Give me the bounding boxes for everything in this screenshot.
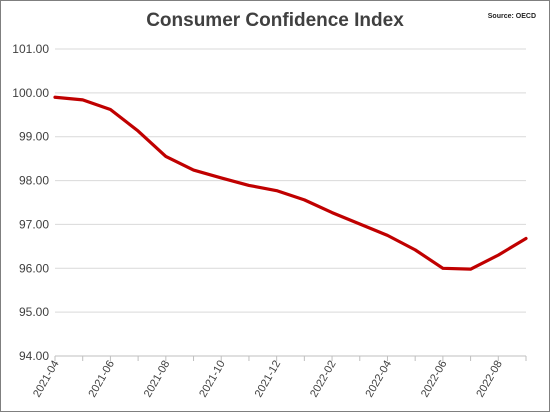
- gridlines: [55, 48, 526, 313]
- x-tick-label: 2021-06: [86, 359, 117, 400]
- y-tick-label: 96.00: [19, 261, 49, 275]
- y-tick-label: 99.00: [19, 130, 49, 144]
- y-tick-label: 95.00: [19, 305, 49, 319]
- chart-title: Consumer Confidence Index: [146, 10, 404, 31]
- x-tick-label: 2021-04: [31, 359, 62, 400]
- x-axis: [54, 355, 527, 361]
- x-tick-label: 2022-08: [474, 359, 505, 400]
- series-line: [53, 95, 528, 271]
- x-tick-label: 2022-04: [363, 359, 394, 400]
- y-axis-ticks: 94.00 95.00 96.00 97.00 98.00 99.00 100.00 101.…: [12, 42, 49, 363]
- chart-source: Source: OECD: [487, 13, 536, 20]
- x-tick-label: 2021-12: [253, 359, 284, 400]
- y-tick-label: 101.00: [12, 42, 49, 56]
- y-tick-label: 100.00: [12, 86, 49, 100]
- x-axis-ticks: 2021-04 2021-06 2021-08 2021-10 2021-12 2022-…: [31, 359, 505, 400]
- y-tick-label: 94.00: [19, 349, 49, 363]
- x-tick-label: 2021-10: [197, 359, 228, 400]
- x-tick-label: 2022-02: [308, 359, 339, 400]
- series-layer: [53, 95, 528, 271]
- y-tick-label: 98.00: [19, 174, 49, 188]
- x-tick-label: 2022-06: [419, 359, 450, 400]
- x-tick-label: 2021-08: [142, 359, 173, 400]
- y-tick-label: 97.00: [19, 217, 49, 231]
